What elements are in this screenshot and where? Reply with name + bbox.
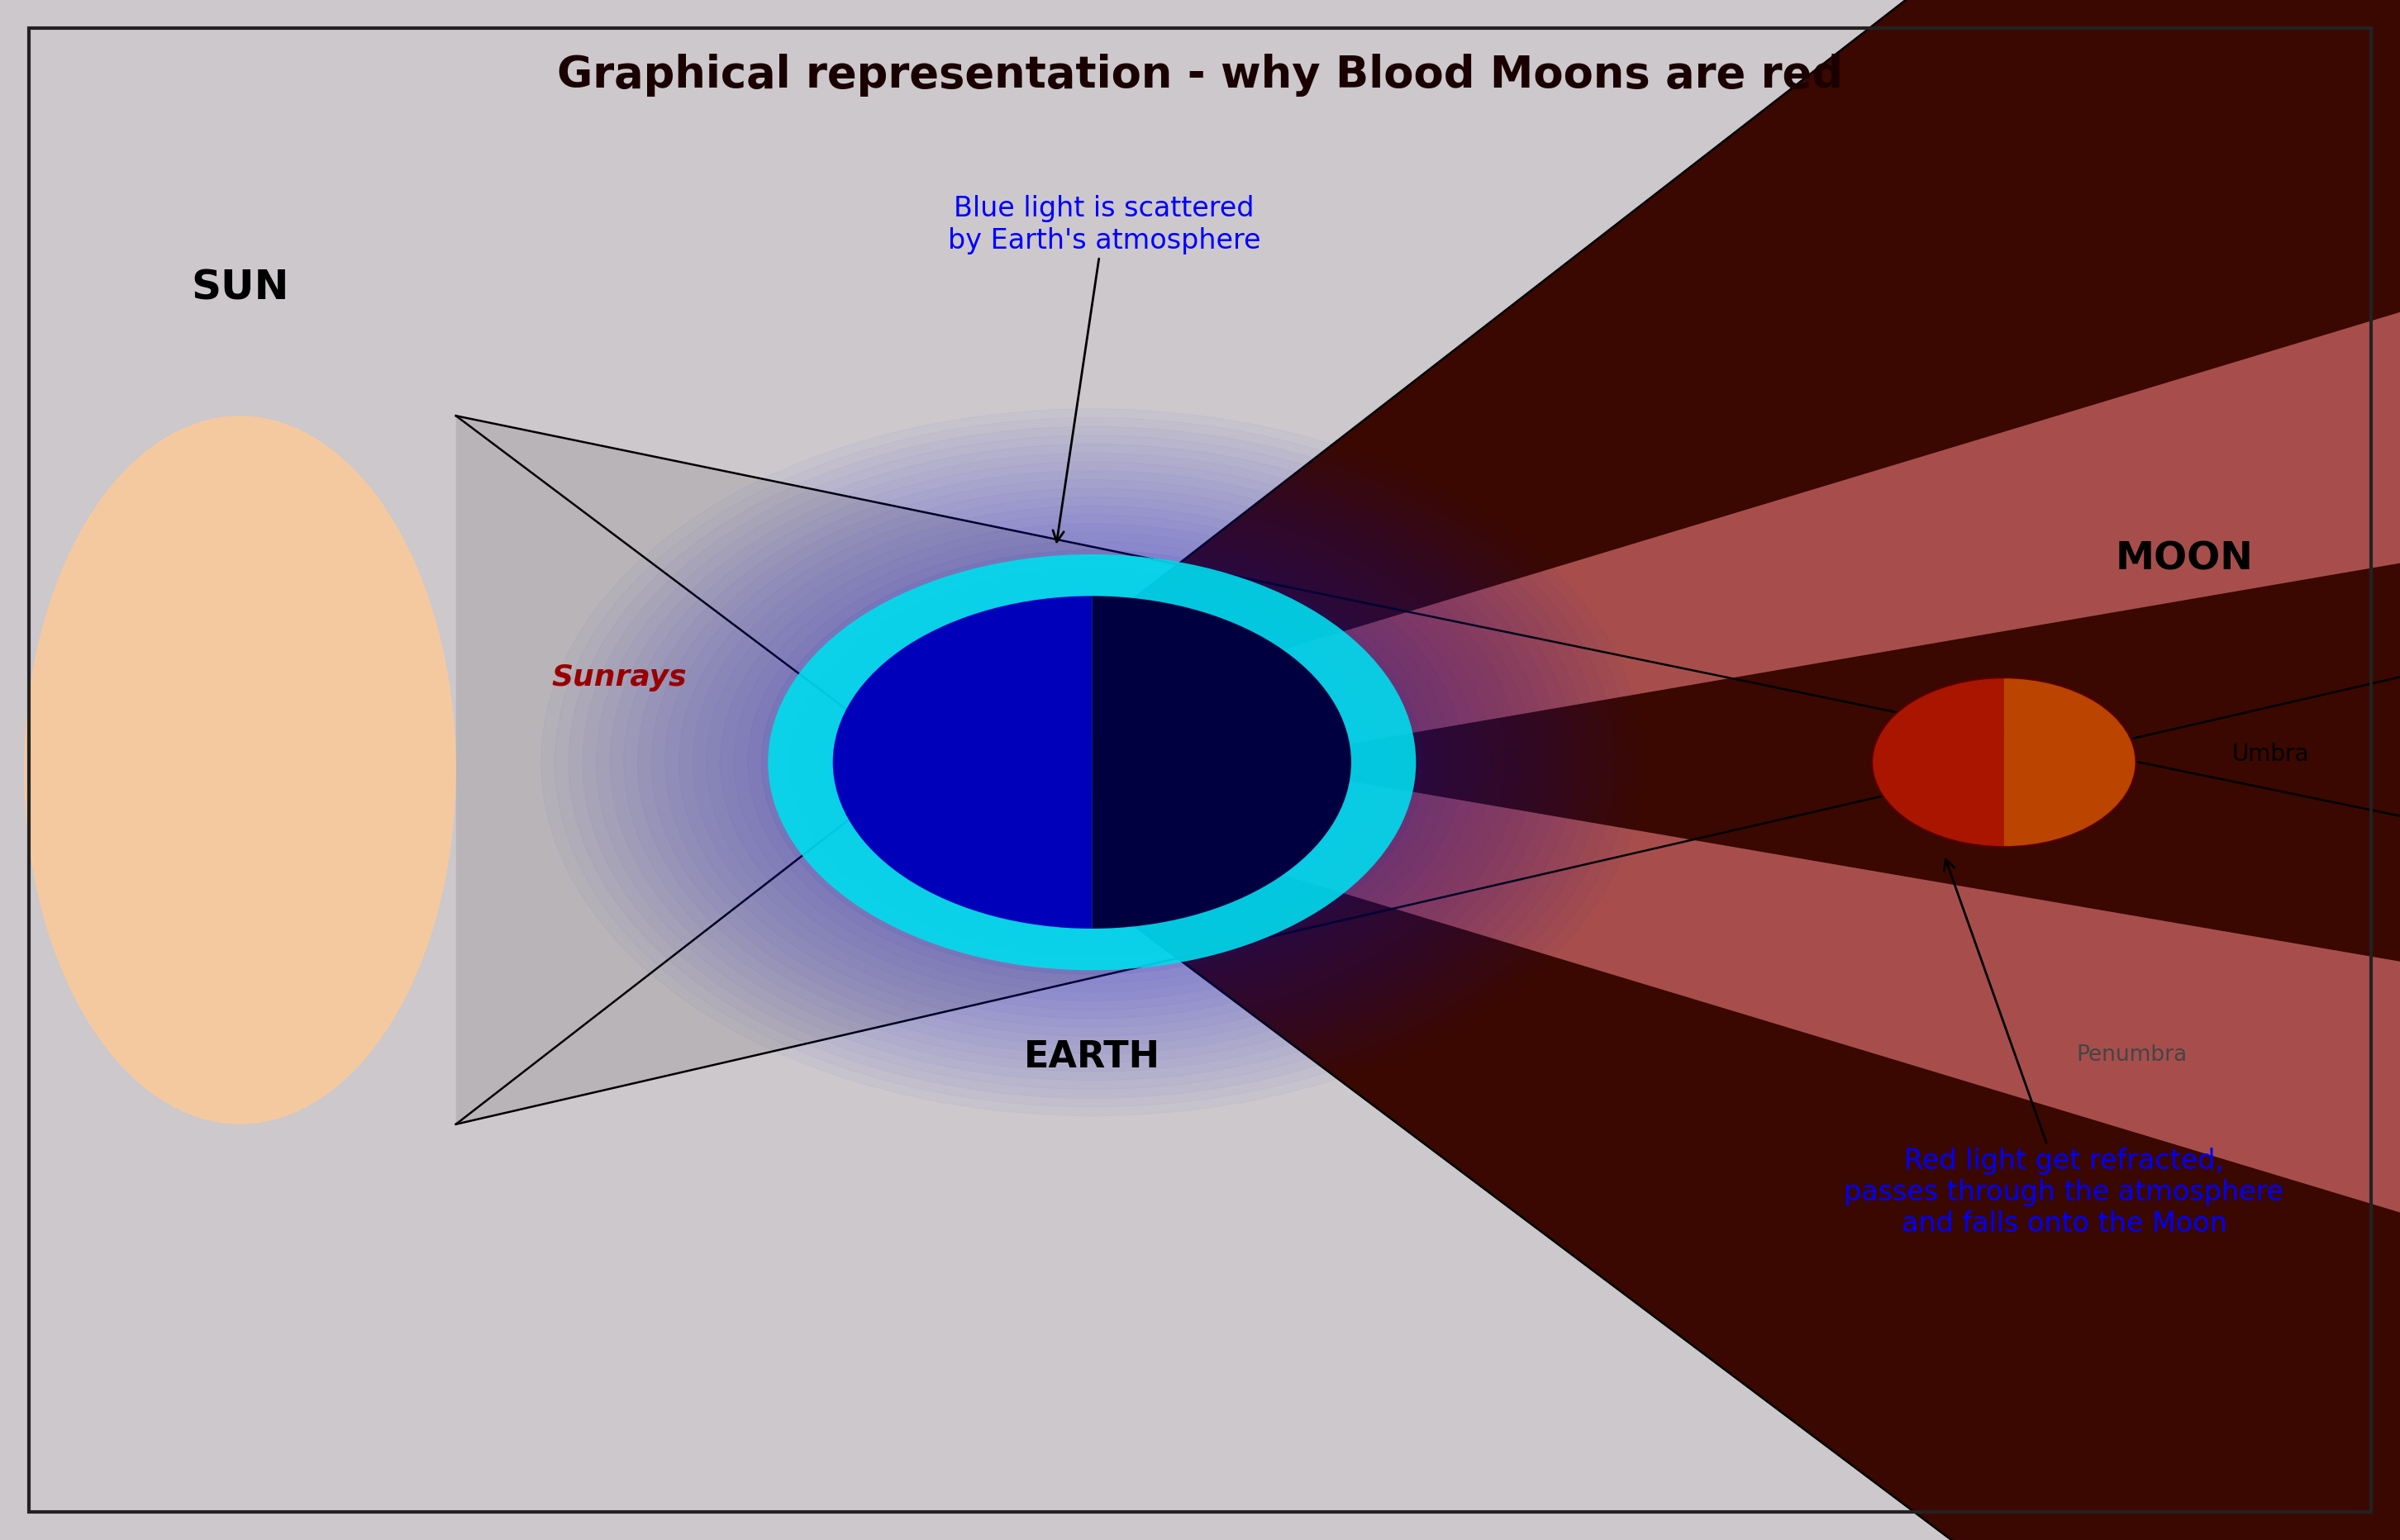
Wedge shape — [2004, 678, 2136, 847]
Circle shape — [871, 621, 1313, 904]
Circle shape — [830, 594, 1354, 930]
Circle shape — [775, 559, 1409, 966]
Circle shape — [926, 656, 1258, 869]
Circle shape — [1022, 718, 1162, 807]
Polygon shape — [919, 0, 2400, 1540]
Wedge shape — [1872, 678, 2004, 847]
Circle shape — [845, 604, 1339, 921]
Ellipse shape — [24, 416, 456, 1124]
Circle shape — [996, 701, 1188, 824]
Polygon shape — [1253, 764, 2400, 1220]
Circle shape — [1037, 727, 1147, 798]
Circle shape — [761, 550, 1423, 975]
Circle shape — [900, 639, 1284, 886]
Text: SUN: SUN — [192, 268, 288, 308]
Text: Penumbra: Penumbra — [2076, 1044, 2186, 1066]
Text: Umbra: Umbra — [2232, 742, 2309, 767]
Circle shape — [857, 611, 1327, 913]
Circle shape — [1051, 736, 1133, 788]
Circle shape — [912, 647, 1272, 878]
Circle shape — [790, 568, 1394, 956]
Wedge shape — [833, 596, 1092, 929]
Text: MOON: MOON — [2114, 541, 2254, 578]
Circle shape — [886, 630, 1298, 895]
Text: Sunrays: Sunrays — [552, 664, 686, 691]
Circle shape — [967, 682, 1217, 842]
Text: Blue light is scattered
by Earth's atmosphere: Blue light is scattered by Earth's atmos… — [948, 196, 1260, 542]
Circle shape — [1010, 710, 1174, 815]
Circle shape — [816, 585, 1368, 939]
Text: Red light get refracted,
passes through the atmosphere
and falls onto the Moon: Red light get refracted, passes through … — [1843, 859, 2285, 1238]
Circle shape — [982, 691, 1202, 833]
Circle shape — [768, 554, 1416, 970]
Text: Graphical representation - why Blood Moons are red: Graphical representation - why Blood Moo… — [557, 54, 1843, 97]
Polygon shape — [1253, 305, 2400, 761]
Wedge shape — [1092, 596, 1351, 929]
Circle shape — [804, 578, 1380, 947]
Text: EARTH: EARTH — [1025, 1040, 1159, 1075]
Polygon shape — [456, 416, 2400, 1124]
Circle shape — [1078, 753, 1106, 772]
Circle shape — [941, 665, 1243, 859]
Circle shape — [955, 675, 1229, 850]
Circle shape — [1066, 745, 1118, 779]
